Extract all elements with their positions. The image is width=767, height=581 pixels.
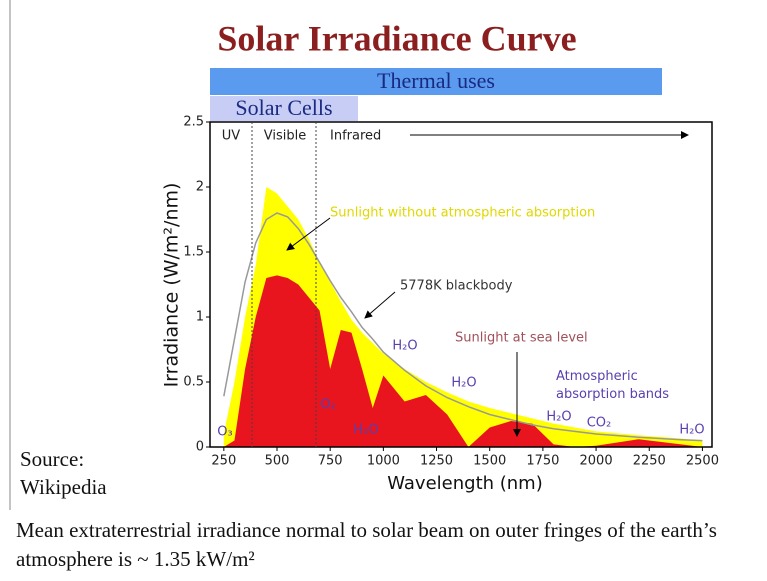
source-label: Source:	[20, 447, 85, 471]
series-label: 5778K blackbody	[400, 279, 513, 294]
series-area	[223, 275, 703, 447]
x-tick-label: 1500	[473, 454, 506, 469]
series-label: Sunlight at sea level	[455, 331, 588, 346]
absorber-label: H₂O	[392, 339, 417, 354]
plot	[223, 187, 703, 447]
x-tick-label: 750	[318, 454, 343, 469]
absorber-label: CO₂	[587, 416, 612, 431]
y-tick-label: 0.5	[183, 375, 204, 390]
band-label: Thermal uses	[377, 68, 495, 93]
x-tick-label: 1750	[526, 454, 559, 469]
x-tick-label: 500	[265, 454, 290, 469]
absorber-label: H₂O	[679, 423, 704, 438]
x-tick-label: 2500	[686, 454, 719, 469]
x-axis-label: Wavelength (nm)	[387, 473, 543, 494]
chart-title: Solar Irradiance Curve	[217, 18, 576, 58]
y-tick-label: 1	[196, 310, 204, 325]
absorber-label: H₂O	[353, 423, 378, 438]
annotation: Atmospheric absorption bands	[556, 369, 670, 402]
source-name: Wikipedia	[20, 475, 107, 499]
y-tick-label: 1.5	[183, 245, 204, 260]
absorber-label: H₂O	[451, 376, 476, 391]
series-line	[223, 212, 703, 442]
band-label: Solar Cells	[235, 95, 332, 120]
y-tick-label: 2.5	[183, 115, 204, 130]
region-label: Visible	[264, 129, 306, 144]
y-tick-label: 2	[196, 180, 204, 195]
source: Source: Wikipedia	[20, 445, 140, 501]
absorber-label: H₂O	[546, 410, 571, 425]
plot-frame	[209, 121, 713, 448]
series-label: Sunlight without atmospheric absorption	[330, 206, 595, 221]
x-tick-label: 2250	[633, 454, 666, 469]
solar-cell-band	[210, 96, 358, 121]
arrow	[286, 217, 331, 251]
thermal-band	[210, 68, 662, 95]
x-tick-label: 2000	[580, 454, 613, 469]
absorber-label: O₃	[217, 425, 232, 440]
arrow	[364, 291, 396, 319]
y-tick-label: 0	[196, 440, 204, 455]
absorber-label: O₂	[320, 398, 335, 413]
footer: Mean extraterrestrial irradiance normal …	[16, 518, 717, 571]
x-tick-label: 250	[211, 454, 236, 469]
x-tick-label: 1000	[367, 454, 400, 469]
y-axis-label: Irradiance (W/m²/nm)	[161, 183, 183, 388]
x-tick-label: 1250	[420, 454, 453, 469]
region-label: UV	[222, 129, 241, 144]
region-label: Infrared	[330, 129, 381, 144]
